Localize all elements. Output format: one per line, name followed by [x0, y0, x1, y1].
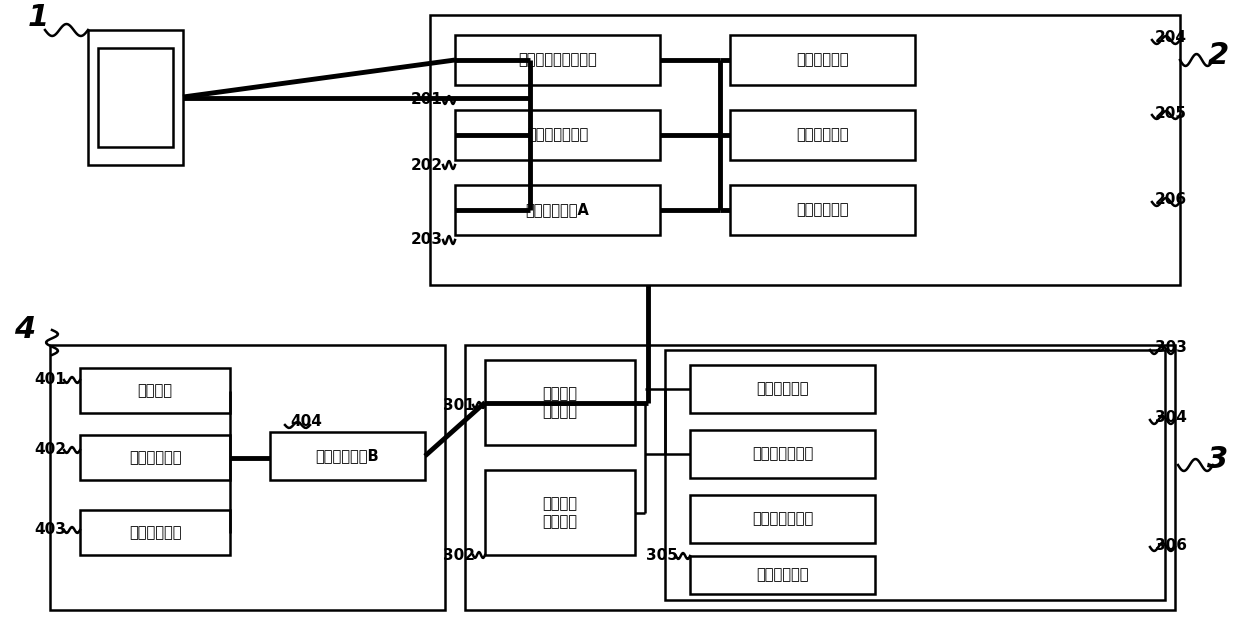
- Text: 售后评价模块: 售后评价模块: [796, 203, 848, 218]
- Bar: [689, 495, 875, 543]
- Bar: [730, 185, 915, 235]
- Text: 2: 2: [1208, 41, 1229, 69]
- Text: 404: 404: [290, 414, 322, 429]
- Text: 产品信息数据库: 产品信息数据库: [751, 447, 813, 462]
- Text: 用户信息模块: 用户信息模块: [796, 52, 848, 67]
- Bar: [730, 110, 915, 160]
- Bar: [455, 35, 660, 85]
- Bar: [689, 430, 875, 478]
- Text: 1: 1: [27, 4, 48, 32]
- Bar: [689, 556, 875, 594]
- Text: 201: 201: [412, 92, 443, 107]
- Text: 提货结算模块: 提货结算模块: [796, 127, 848, 142]
- Text: 虚拟购物车模块: 虚拟购物车模块: [527, 127, 588, 142]
- Bar: [88, 30, 184, 165]
- Bar: [689, 365, 875, 413]
- Text: 205: 205: [1154, 105, 1187, 120]
- Text: 204: 204: [1154, 31, 1187, 46]
- Text: 服务进度
管理模块: 服务进度 管理模块: [543, 496, 578, 529]
- Text: 客户信息数据库: 客户信息数据库: [751, 512, 813, 527]
- Text: 401: 401: [35, 373, 66, 388]
- Text: 售后服务模块: 售后服务模块: [129, 525, 181, 540]
- Bar: [270, 432, 425, 480]
- Text: 303: 303: [1154, 341, 1187, 356]
- Bar: [81, 510, 229, 555]
- Bar: [485, 470, 635, 555]
- Text: 206: 206: [1154, 192, 1187, 208]
- Text: 402: 402: [33, 442, 66, 457]
- Text: 305: 305: [646, 548, 678, 563]
- Text: 301: 301: [443, 397, 475, 412]
- Text: 3: 3: [1208, 446, 1229, 474]
- Text: 信息交互模块A: 信息交互模块A: [526, 203, 589, 218]
- Text: 信息收发
管理模块: 信息收发 管理模块: [543, 386, 578, 419]
- Bar: [81, 368, 229, 413]
- Bar: [81, 435, 229, 480]
- Bar: [455, 185, 660, 235]
- Bar: [730, 35, 915, 85]
- Text: 数据维护终端: 数据维护终端: [756, 567, 808, 582]
- Text: 302: 302: [443, 547, 475, 562]
- Text: 接单模块: 接单模块: [138, 383, 172, 398]
- Bar: [485, 360, 635, 445]
- Text: 306: 306: [1154, 537, 1187, 552]
- Text: 二维码信息提取模块: 二维码信息提取模块: [518, 52, 596, 67]
- Bar: [455, 110, 660, 160]
- Bar: [665, 350, 1166, 600]
- Text: 4: 4: [15, 316, 36, 344]
- Bar: [98, 48, 174, 147]
- Text: 数据调度模块: 数据调度模块: [756, 381, 808, 396]
- Text: 304: 304: [1154, 411, 1187, 426]
- Text: 203: 203: [410, 233, 443, 248]
- Text: 信息显示模块: 信息显示模块: [129, 450, 181, 465]
- Bar: [465, 345, 1176, 610]
- Text: 403: 403: [35, 522, 66, 537]
- Text: 信息交互模块B: 信息交互模块B: [316, 449, 379, 464]
- Bar: [50, 345, 445, 610]
- Text: 202: 202: [410, 157, 443, 172]
- Bar: [430, 15, 1180, 285]
